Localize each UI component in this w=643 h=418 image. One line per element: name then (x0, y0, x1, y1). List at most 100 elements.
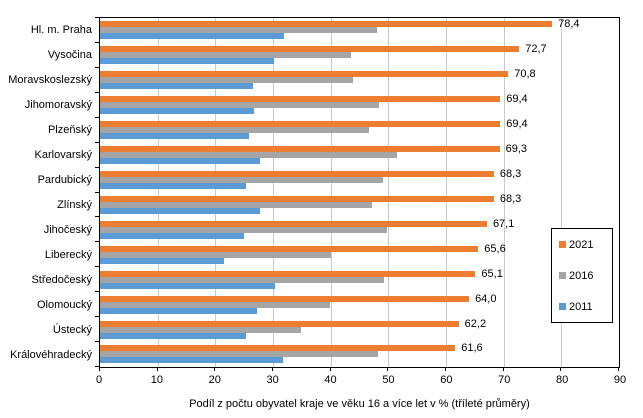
value-label: 61,6 (461, 342, 483, 355)
bar-track: 64,0 (100, 292, 619, 305)
category-axis-tick (95, 116, 100, 118)
value-axis-tick-label: 90 (613, 374, 627, 386)
bar-2021 (100, 220, 487, 227)
bar-track (100, 301, 619, 308)
category-row: 68,3 (100, 168, 619, 193)
bar-2011 (100, 307, 257, 314)
bar-track (100, 232, 619, 239)
bar-2021 (100, 345, 456, 352)
bar-track: 65,1 (100, 267, 619, 280)
bar-2011 (100, 133, 249, 140)
x-axis-title: Podíl z počtu obyvatel kraje ve věku 16 … (189, 398, 530, 410)
category-axis-tick (95, 66, 100, 68)
gridline (388, 18, 390, 367)
value-axis-tick-labels: 0 10 20 30 40 50 60 70 80 90 (95, 374, 626, 388)
bar-2011 (100, 108, 254, 115)
value-label: 64,0 (475, 292, 497, 305)
value-axis-tick-label: 50 (382, 374, 395, 386)
value-label: 69,4 (506, 93, 528, 106)
category-row: 72,7 (100, 43, 619, 68)
bar-2011 (100, 207, 260, 214)
category-axis-tick (95, 41, 100, 43)
bar-2016 (100, 351, 378, 358)
bar-2016 (100, 127, 370, 134)
bar-track (100, 201, 619, 208)
bar-2021 (100, 270, 476, 277)
plot-area: 78,4 72,7 70,8 69,4 69,4 69,3 68,3 68,3 67,1 65,6… (95, 17, 620, 371)
bar-2011 (100, 33, 284, 40)
bar-2016 (100, 152, 397, 159)
bar-2021 (100, 71, 509, 78)
category-axis-tick (95, 17, 100, 18)
value-label: 70,8 (514, 68, 536, 81)
bar-track (100, 307, 619, 314)
category-label: Středočeský (31, 274, 92, 287)
bar-2011 (100, 332, 246, 339)
category-label: Jihočeský (43, 224, 92, 237)
value-label: 68,3 (499, 192, 522, 205)
value-axis-tick-label: 20 (208, 374, 221, 386)
category-axis-tick (95, 141, 100, 143)
category-row: 70,8 (100, 68, 619, 93)
legend-item-2016: 2016 (559, 270, 612, 282)
category-axis-tick (95, 191, 100, 193)
bar-track (100, 127, 619, 134)
legend-swatch (559, 241, 566, 248)
value-label: 65,6 (484, 242, 506, 255)
bar-track: 78,4 (100, 18, 619, 31)
bar-track (100, 102, 619, 109)
axis-tick (329, 367, 331, 371)
category-label: Moravskoslezský (8, 73, 92, 86)
bar-2011 (100, 357, 283, 364)
value-axis-tick-label: 10 (150, 374, 163, 386)
category-row: 61,6 (100, 342, 619, 367)
bar-2011 (100, 158, 260, 165)
category-axis-tick (95, 291, 100, 293)
gridline (561, 18, 563, 367)
bar-2016 (100, 251, 332, 258)
category-row: 69,4 (100, 118, 619, 143)
axis-tick (502, 367, 504, 371)
bar-2021 (100, 170, 494, 177)
bar-track: 68,3 (100, 192, 619, 205)
bar-track: 68,3 (100, 167, 619, 180)
bar-2016 (100, 301, 330, 308)
value-axis-tick-label: 60 (440, 374, 453, 386)
category-axis-tick (95, 366, 100, 367)
category-axis-tick (95, 166, 100, 168)
category-axis-tick (95, 316, 100, 318)
category-label: Vysočina (47, 48, 92, 61)
value-axis-tick-label: 40 (324, 374, 337, 386)
bar-2011 (100, 257, 224, 264)
category-label: Liberecký (44, 249, 92, 262)
value-label: 69,4 (506, 118, 528, 131)
bar-2011 (100, 83, 254, 90)
value-axis-tick-label: 80 (555, 374, 569, 386)
axis-tick (99, 367, 100, 371)
bar-track: 65,6 (100, 242, 619, 255)
bar-2016 (100, 176, 383, 183)
legend: 2021 2016 2011 (551, 228, 613, 323)
bar-track (100, 351, 619, 358)
bar-2021 (100, 96, 501, 103)
bar-track (100, 282, 619, 289)
bar-track (100, 251, 619, 258)
value-label: 67,1 (492, 217, 515, 230)
value-label: 78,4 (558, 18, 580, 31)
value-label: 65,1 (481, 267, 503, 280)
bar-track: 61,6 (100, 342, 619, 355)
gridline (273, 18, 274, 367)
value-axis-tick-label: 0 (95, 374, 103, 386)
category-row: 65,1 (100, 267, 619, 292)
bar-track (100, 257, 619, 264)
gridline (330, 18, 332, 367)
bar-track: 69,3 (100, 143, 619, 155)
bar-track (100, 108, 619, 115)
bar-2016 (100, 77, 353, 84)
bar-track (100, 182, 619, 189)
value-label: 68,3 (499, 167, 522, 180)
category-row: 69,4 (100, 93, 619, 118)
category-axis-tick (95, 241, 100, 243)
bar-track (100, 326, 619, 333)
